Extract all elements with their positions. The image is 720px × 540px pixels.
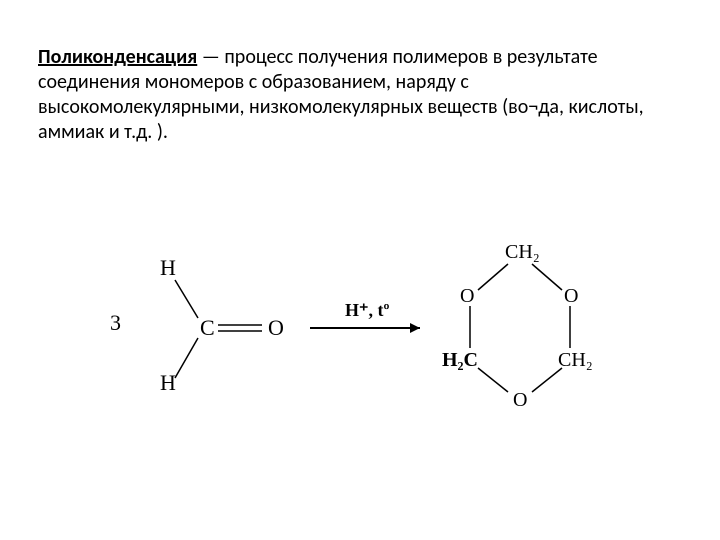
ring-bond-4 <box>532 368 562 392</box>
bond-ch-bottom <box>175 338 198 378</box>
reactant-H-top: H <box>160 255 176 280</box>
product-O-bottom: O <box>513 389 527 411</box>
arrow-head <box>410 323 420 333</box>
bond-ch-top <box>175 280 198 318</box>
definition-paragraph: Поликонденсация — процесс получения поли… <box>38 45 678 145</box>
product-ch2-top: CH₂ <box>505 241 540 263</box>
product-O-left: O <box>460 285 474 307</box>
coeff-text: 3 <box>110 310 121 335</box>
reaction-diagram: 3 H H C O H⁺, tº CH₂ O CH₂ O H <box>100 220 620 440</box>
term: Поликонденсация <box>38 45 197 69</box>
ring-bond-2 <box>532 264 562 290</box>
ring-bond-1 <box>478 264 508 290</box>
ring-bond-5 <box>478 368 508 392</box>
product-ch2-right: CH₂ <box>558 349 593 371</box>
arrow-conditions: H⁺, tº <box>345 300 389 320</box>
product-h2c-left: H₂C <box>442 349 478 371</box>
reactant-C: C <box>200 315 215 340</box>
product-O-right: O <box>564 285 578 307</box>
reactant-O: O <box>268 315 284 340</box>
reactant-H-bottom: H <box>160 370 176 395</box>
